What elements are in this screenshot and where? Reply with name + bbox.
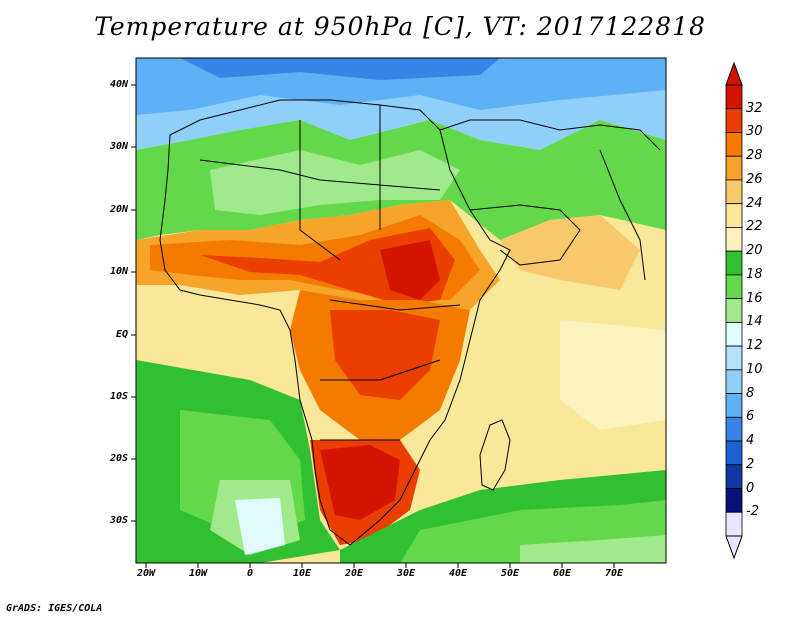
colorbar-min-arrow: [725, 535, 743, 560]
colorbar-swatch: [725, 84, 743, 110]
lat-label: 20N: [109, 204, 128, 215]
colorbar-label: 26: [746, 171, 763, 187]
colorbar-swatch: [725, 274, 743, 300]
colorbar-label: 0: [746, 480, 755, 496]
colorbar-swatch: [725, 132, 743, 157]
colorbar-label: 2: [746, 456, 755, 472]
colorbar-swatch: [725, 393, 743, 418]
coastlines: [159, 99, 661, 546]
colorbar-max-arrow: [725, 61, 743, 86]
colorbar-swatch: [725, 179, 743, 205]
colorbar-swatch: [725, 464, 743, 489]
map-title: Temperature at 950hPa [C], VT: 201712281…: [94, 12, 706, 41]
colorbar-label: 28: [746, 148, 763, 164]
colorbar-swatch: [725, 511, 743, 537]
colorbar-swatch: [725, 345, 743, 371]
credit-text: GrADS: IGES/COLA: [6, 603, 103, 614]
lon-label: 0: [246, 568, 254, 579]
lon-ticks: [145, 563, 615, 568]
colorbar-label: 20: [746, 243, 763, 259]
colorbar-swatch: [725, 227, 743, 252]
plot-frame: [135, 57, 667, 564]
lat-label: 30S: [109, 515, 128, 526]
lon-label: 60E: [552, 568, 572, 579]
colorbar: [725, 61, 743, 560]
colorbar-label: 12: [746, 338, 763, 354]
colorbar-swatch: [725, 488, 743, 513]
colorbar-label: 18: [746, 266, 763, 282]
temperature-field: [136, 58, 666, 563]
lon-label: 30E: [396, 568, 416, 579]
colorbar-label: 10: [746, 361, 763, 377]
colorbar-label: 16: [746, 290, 763, 306]
lat-label: 10S: [109, 391, 128, 402]
lon-label: 70E: [604, 568, 624, 579]
lon-label: 40E: [448, 568, 468, 579]
colorbar-label: 6: [746, 409, 755, 425]
lat-ticks: [131, 84, 136, 522]
colorbar-label: 4: [746, 433, 755, 449]
colorbar-label: 24: [746, 195, 763, 211]
colorbar-swatch: [725, 155, 743, 181]
lon-label: 50E: [500, 568, 520, 579]
colorbar-label: 14: [746, 314, 763, 330]
lat-label: 30N: [109, 141, 128, 152]
lon-label: 10E: [292, 568, 312, 579]
lon-label: 10W: [188, 568, 208, 579]
colorbar-swatch: [725, 416, 743, 442]
lat-label: 20S: [109, 453, 128, 464]
lat-label: 40N: [109, 79, 128, 90]
colorbar-swatch: [725, 440, 743, 466]
colorbar-swatch: [725, 250, 743, 276]
colorbar-label: 32: [746, 100, 763, 116]
lon-label: 20E: [344, 568, 364, 579]
lon-label: 20W: [136, 568, 156, 579]
colorbar-label: 22: [746, 219, 763, 235]
colorbar-swatch: [725, 369, 743, 394]
colorbar-swatch: [725, 108, 743, 133]
colorbar-swatch: [725, 321, 743, 347]
colorbar-label: 30: [746, 124, 763, 140]
colorbar-swatch: [725, 298, 743, 323]
colorbar-label: 8: [746, 385, 755, 401]
colorbar-label: -2: [746, 504, 759, 520]
colorbar-swatch: [725, 203, 743, 228]
lat-label: 10N: [109, 266, 128, 277]
lat-label: EQ: [115, 329, 128, 340]
